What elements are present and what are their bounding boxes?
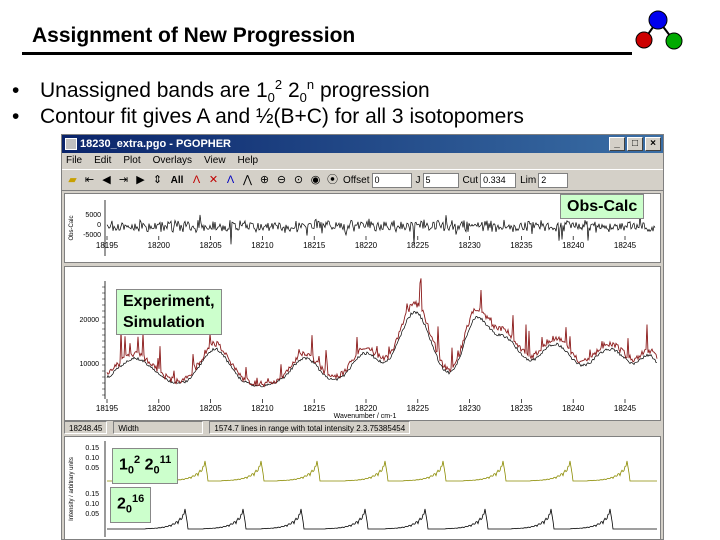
- menu-bar: File Edit Plot Overlays View Help: [62, 153, 663, 169]
- obs-calc-trace: [106, 214, 656, 245]
- all-button[interactable]: All: [170, 174, 184, 186]
- bot-upper-y-tick-label: 0.10: [85, 455, 99, 462]
- bullet-1: • Unassigned bands are 102 20n progressio…: [12, 77, 430, 106]
- mid-x-tick-label: 18240: [562, 404, 585, 413]
- mid-x-tick-label: 18205: [199, 404, 222, 413]
- top-y-tick-label: 0: [97, 222, 101, 229]
- arrow-left-end-icon[interactable]: ⇤: [84, 173, 95, 186]
- progression-2-trace: [107, 508, 657, 530]
- progression-1-trace: [107, 460, 657, 482]
- status-width: Width: [113, 421, 204, 434]
- lim-field: Lim: [520, 172, 569, 188]
- obs-calc-plot: 5000 0 -5000 Obs-Calc 18195 18200 18205 18210 18…: [69, 200, 656, 256]
- bot-lower-y-tick-label: 0.10: [85, 501, 99, 508]
- top-x-tick-label: 18225: [407, 241, 430, 250]
- mid-x-tick-label: 18220: [355, 404, 378, 413]
- slide-title: Assignment of New Progression: [32, 24, 356, 47]
- experiment-simulation-label: Experiment, Simulation: [116, 289, 222, 335]
- mid-x-tick-label: 18230: [458, 404, 481, 413]
- top-x-tick-label: 18210: [251, 241, 274, 250]
- spectrum-blue-icon[interactable]: Λ: [226, 173, 235, 186]
- top-x-tick-label: 18205: [199, 241, 222, 250]
- offset-input[interactable]: [371, 172, 412, 188]
- top-x-tick-label: 18200: [148, 241, 171, 250]
- top-y-tick-label: 5000: [85, 212, 101, 219]
- arrow-right-icon[interactable]: ▶: [136, 173, 145, 186]
- expand-icon[interactable]: ⇕: [152, 173, 163, 186]
- status-bar: 18248.45 Width 1574.7 lines in range wit…: [62, 421, 663, 435]
- mid-x-tick-label: 18215: [303, 404, 326, 413]
- obs-calc-label: Obs-Calc: [560, 194, 645, 219]
- bot-upper-y-tick-label: 0.15: [85, 445, 99, 452]
- mid-x-tick-label: 18235: [510, 404, 533, 413]
- mid-x-tick-label: 18210: [251, 404, 274, 413]
- j-field: J: [416, 172, 459, 188]
- molecule-logo-icon: [635, 10, 683, 50]
- mid-x-tick-label: 18245: [614, 404, 637, 413]
- menu-overlays[interactable]: Overlays: [152, 155, 193, 166]
- bot-y-axis-label: Intensity / arbitrary units: [69, 457, 75, 521]
- maximize-icon[interactable]: □: [627, 137, 643, 151]
- spectrum-red-icon[interactable]: Λ: [192, 173, 201, 186]
- peaks-icon[interactable]: ⋀: [242, 173, 253, 186]
- bot-lower-y-tick-label: 0.15: [85, 491, 99, 498]
- mid-x-tick-label: 18200: [148, 404, 171, 413]
- mid-x-tick-label: 18195: [96, 404, 119, 413]
- app-icon: [65, 138, 77, 150]
- offset-field: Offset: [343, 172, 412, 188]
- minimize-icon[interactable]: _: [609, 137, 625, 151]
- experiment-simulation-plot: 20000 10000 18195 18200 18205 18210 18215 18220…: [80, 278, 658, 420]
- close-icon[interactable]: ×: [645, 137, 661, 151]
- progression-2-label: 2016: [110, 487, 152, 523]
- zoom-in-icon[interactable]: ⊕: [259, 173, 270, 186]
- experiment-trace: [106, 278, 658, 388]
- bullet-2: • Contour fit gives A and ½(B+C) for all …: [12, 105, 524, 128]
- arrow-left-icon[interactable]: ◀: [102, 173, 111, 186]
- menu-edit[interactable]: Edit: [94, 155, 112, 166]
- cross-red-icon[interactable]: ✕: [208, 173, 219, 186]
- top-x-tick-label: 18235: [510, 241, 533, 250]
- status-message: 1574.7 lines in range with total intensi…: [209, 421, 411, 434]
- mid-y-tick-label: 10000: [80, 361, 100, 368]
- window-titlebar[interactable]: 18230_extra.pgo - PGOPHER _ □ ×: [62, 135, 663, 153]
- top-x-tick-label: 18195: [96, 241, 119, 250]
- mid-x-axis-label: Wavenumber / cm-1: [334, 413, 397, 420]
- top-x-tick-label: 18240: [562, 241, 585, 250]
- window-title: 18230_extra.pgo - PGOPHER: [80, 138, 232, 150]
- j-input[interactable]: [422, 172, 459, 188]
- bot-upper-y-tick-label: 0.05: [85, 465, 99, 472]
- zoom-icon[interactable]: ◉: [310, 173, 321, 186]
- menu-view[interactable]: View: [204, 155, 226, 166]
- zoom-all-icon[interactable]: ⦿: [327, 173, 338, 186]
- progression-plot: 0.15 0.10 0.05 0.15 0.10 0.05 Intensity / arbi…: [69, 441, 657, 537]
- zoom-fit-icon[interactable]: ⊙: [293, 173, 304, 186]
- pgopher-window: 18230_extra.pgo - PGOPHER _ □ × File Edi…: [61, 134, 664, 540]
- top-y-axis-label: Obs-Calc: [69, 215, 75, 240]
- bullet-list: • Unassigned bands are 102 20n progressio…: [12, 70, 524, 134]
- menu-help[interactable]: Help: [237, 155, 259, 166]
- progression-1-label: 102 2011: [112, 448, 179, 484]
- menu-plot[interactable]: Plot: [123, 155, 141, 166]
- top-x-tick-label: 18215: [303, 241, 326, 250]
- bot-lower-y-tick-label: 0.05: [85, 511, 99, 518]
- toolbar: ▰ ⇤ ◀ ⇥ ▶ ⇕ All Λ ✕ Λ ⋀ ⊕ ⊖ ⊙ ◉ ⦿ Offset…: [62, 169, 663, 191]
- lim-input[interactable]: [538, 172, 569, 188]
- arrow-right-end-icon[interactable]: ⇥: [118, 173, 129, 186]
- top-x-tick-label: 18220: [355, 241, 378, 250]
- open-folder-icon[interactable]: ▰: [68, 173, 77, 186]
- cut-input[interactable]: [480, 172, 517, 188]
- status-position: 18248.45: [64, 421, 108, 434]
- zoom-out-icon[interactable]: ⊖: [276, 173, 287, 186]
- mid-x-tick-label: 18225: [407, 404, 430, 413]
- top-y-tick-label: -5000: [83, 232, 101, 239]
- mid-y-tick-label: 20000: [80, 317, 100, 324]
- simulation-trace: [106, 310, 658, 388]
- title-underline: [22, 52, 632, 55]
- cut-field: Cut: [463, 172, 517, 188]
- top-x-tick-label: 18230: [458, 241, 481, 250]
- menu-file[interactable]: File: [66, 155, 83, 166]
- top-x-tick-label: 18245: [614, 241, 637, 250]
